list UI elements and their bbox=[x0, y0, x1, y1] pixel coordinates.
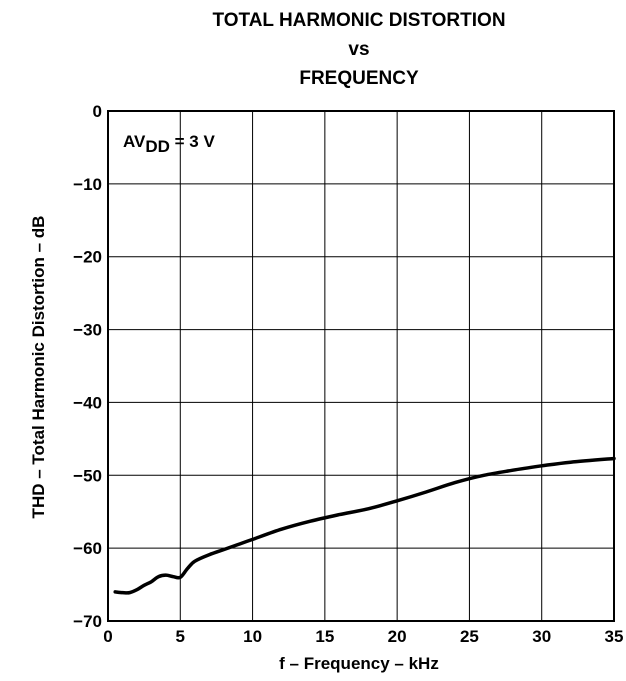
x-tick-label: 25 bbox=[460, 627, 479, 646]
plot-frame bbox=[107, 110, 615, 622]
y-tick-label: 0 bbox=[93, 102, 102, 121]
supply-voltage-annotation: AVDD = 3 V bbox=[123, 132, 215, 156]
annotation-main: AV bbox=[123, 132, 146, 151]
x-tick-labels: 0 5 10 15 20 25 30 35 bbox=[103, 627, 623, 646]
x-tick-label: 35 bbox=[605, 627, 624, 646]
x-tick-label: 15 bbox=[315, 627, 334, 646]
y-tick-labels: 0 −10 −20 −30 −40 −50 −60 −70 bbox=[73, 102, 102, 631]
y-tick-label: −10 bbox=[73, 175, 102, 194]
chart-title-line-2: vs bbox=[348, 39, 369, 60]
x-tick-label: 0 bbox=[103, 627, 112, 646]
x-tick-label: 20 bbox=[388, 627, 407, 646]
chart-title-line-1: TOTAL HARMONIC DISTORTION bbox=[212, 10, 505, 31]
y-tick-label: −20 bbox=[73, 248, 102, 267]
y-tick-label: −50 bbox=[73, 466, 102, 485]
x-tick-label: 5 bbox=[176, 627, 185, 646]
y-axis-label: THD – Total Harmonic Distortion – dB bbox=[29, 216, 48, 519]
thd-series-line bbox=[113, 456, 616, 595]
chart-title-line-3: FREQUENCY bbox=[299, 68, 419, 89]
x-axis-label: f – Frequency – kHz bbox=[279, 654, 439, 673]
y-tick-label: −40 bbox=[73, 393, 102, 412]
y-tick-label: −70 bbox=[73, 612, 102, 631]
annotation-subscript: DD bbox=[145, 137, 170, 156]
x-tick-label: 30 bbox=[532, 627, 551, 646]
x-tick-label: 10 bbox=[243, 627, 262, 646]
y-tick-label: −60 bbox=[73, 539, 102, 558]
y-tick-label: −30 bbox=[73, 321, 102, 340]
grid bbox=[107, 110, 615, 622]
annotation-suffix: = 3 V bbox=[170, 132, 216, 151]
